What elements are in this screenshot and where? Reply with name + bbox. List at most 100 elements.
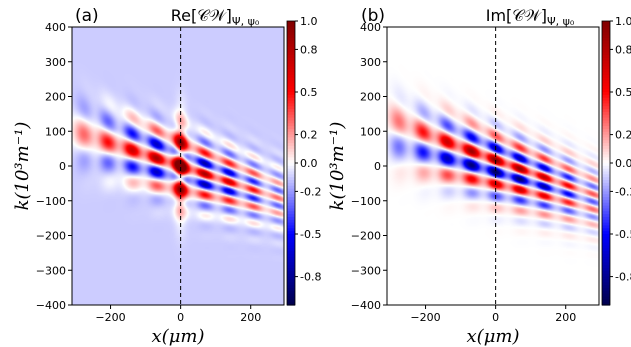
colorbar-segment bbox=[287, 117, 295, 121]
colorbar-segment bbox=[287, 231, 295, 235]
colorbar-segment bbox=[602, 49, 610, 53]
colorbar-segment bbox=[287, 208, 295, 212]
colorbar-segment bbox=[602, 145, 610, 150]
colorbar-segment bbox=[602, 80, 610, 85]
colorbar-segment bbox=[602, 128, 610, 133]
colorbar-segment bbox=[602, 114, 610, 119]
x-tick-label: 200 bbox=[555, 311, 576, 324]
colorbar-segment bbox=[287, 126, 295, 130]
colorbar-segment bbox=[602, 302, 610, 306]
colorbar-segment bbox=[287, 154, 295, 158]
colorbar-segment bbox=[287, 86, 295, 90]
colorbar-segment bbox=[287, 242, 295, 246]
colorbar-segment bbox=[287, 268, 295, 272]
colorbar-segment bbox=[287, 49, 295, 53]
y-axis-label: k(10³m⁻¹) bbox=[12, 122, 33, 211]
colorbar-segment bbox=[287, 191, 295, 195]
colorbar-segment bbox=[602, 40, 610, 45]
colorbar-segment bbox=[602, 103, 610, 107]
colorbar-tick-label: 0.5 bbox=[300, 86, 318, 99]
colorbar-segment bbox=[287, 174, 295, 178]
colorbar-segment bbox=[287, 109, 295, 113]
colorbar-tick-label: 1.0 bbox=[300, 15, 318, 28]
colorbar-segment bbox=[287, 276, 295, 281]
x-axis-label: x(μm) bbox=[467, 326, 520, 347]
colorbar-segment bbox=[287, 32, 295, 36]
colorbar-segment bbox=[287, 219, 295, 224]
colorbar-segment bbox=[287, 236, 295, 241]
colorbar-segment bbox=[602, 265, 610, 269]
colorbar-segment bbox=[602, 259, 610, 263]
colorbar-segment bbox=[602, 148, 610, 153]
colorbar-segment bbox=[287, 94, 295, 99]
colorbar-segment bbox=[287, 197, 295, 201]
colorbar-segment bbox=[602, 46, 610, 50]
colorbar-segment bbox=[602, 194, 610, 198]
colorbar-segment bbox=[602, 262, 610, 266]
y-tick-label: 400 bbox=[45, 21, 66, 34]
colorbar-segment bbox=[602, 111, 610, 116]
colorbar-segment bbox=[287, 205, 295, 210]
colorbar-segment bbox=[287, 134, 295, 139]
colorbar-segment bbox=[602, 134, 610, 139]
colorbar-segment bbox=[602, 236, 610, 241]
colorbar-segment bbox=[287, 46, 295, 50]
panel-a: −400 −300 −200 −100 0 100 200 300 400 −200 0 200 x(μ… bbox=[12, 6, 321, 347]
colorbar-segment bbox=[602, 63, 610, 68]
y-tick-label: 100 bbox=[360, 125, 381, 138]
colorbar-segment bbox=[602, 38, 610, 42]
colorbar-segment bbox=[602, 109, 610, 113]
y-tick-label: 0 bbox=[59, 160, 66, 173]
y-tick-label: −200 bbox=[36, 230, 66, 243]
y-tick-label: −400 bbox=[36, 299, 66, 312]
colorbar-segment bbox=[287, 106, 295, 110]
colorbar-segment bbox=[287, 296, 295, 300]
colorbar-segment bbox=[602, 248, 610, 252]
colorbar-segment bbox=[602, 242, 610, 246]
panel-label: (a) bbox=[75, 6, 99, 26]
colorbar-segment bbox=[287, 194, 295, 198]
colorbar-segment bbox=[602, 185, 610, 190]
x-tick-label: −200 bbox=[410, 311, 440, 324]
colorbar-segment bbox=[602, 43, 610, 48]
colorbar-segment bbox=[287, 270, 295, 275]
colorbar-segment bbox=[602, 168, 610, 173]
colorbar-segment bbox=[602, 239, 610, 244]
colorbar-segment bbox=[602, 165, 610, 170]
colorbar-segment bbox=[287, 157, 295, 161]
colorbar-segment bbox=[602, 273, 610, 278]
colorbar-segment bbox=[602, 86, 610, 90]
colorbar-segment bbox=[287, 160, 295, 164]
colorbar-segment bbox=[287, 287, 295, 292]
heatmap-field bbox=[72, 27, 284, 305]
colorbar-segment bbox=[287, 279, 295, 283]
colorbar-segment bbox=[287, 168, 295, 173]
colorbar-tick-label: -0.8 bbox=[615, 271, 631, 284]
colorbar-segment bbox=[602, 140, 610, 144]
colorbar-segment bbox=[602, 171, 610, 175]
colorbar-segment bbox=[602, 270, 610, 275]
y-tick-label: −200 bbox=[351, 230, 381, 243]
colorbar-segment bbox=[602, 290, 610, 295]
colorbar-segment bbox=[287, 140, 295, 144]
colorbar-tick-label: -0.5 bbox=[300, 228, 321, 241]
colorbar-segment bbox=[287, 114, 295, 119]
colorbar-segment bbox=[287, 72, 295, 76]
colorbar-segment bbox=[287, 74, 295, 79]
colorbar-segment bbox=[287, 265, 295, 269]
colorbar-segment bbox=[602, 188, 610, 192]
colorbar-segment bbox=[602, 214, 610, 218]
colorbar-segment bbox=[602, 143, 610, 147]
colorbar-segment bbox=[287, 57, 295, 62]
y-tick-label: 200 bbox=[45, 91, 66, 104]
y-axis-label: k(10³m⁻¹) bbox=[327, 122, 348, 211]
colorbar-tick-label: -0.8 bbox=[300, 271, 321, 284]
x-tick-label: −200 bbox=[95, 311, 125, 324]
colorbar-tick-label: 1.0 bbox=[615, 15, 631, 28]
colorbar-segment bbox=[602, 89, 610, 93]
colorbar-segment bbox=[602, 74, 610, 79]
colorbar-segment bbox=[602, 216, 610, 221]
colorbar-segment bbox=[287, 185, 295, 190]
colorbar-segment bbox=[287, 299, 295, 303]
colorbar-tick-label: 0.0 bbox=[615, 157, 631, 170]
